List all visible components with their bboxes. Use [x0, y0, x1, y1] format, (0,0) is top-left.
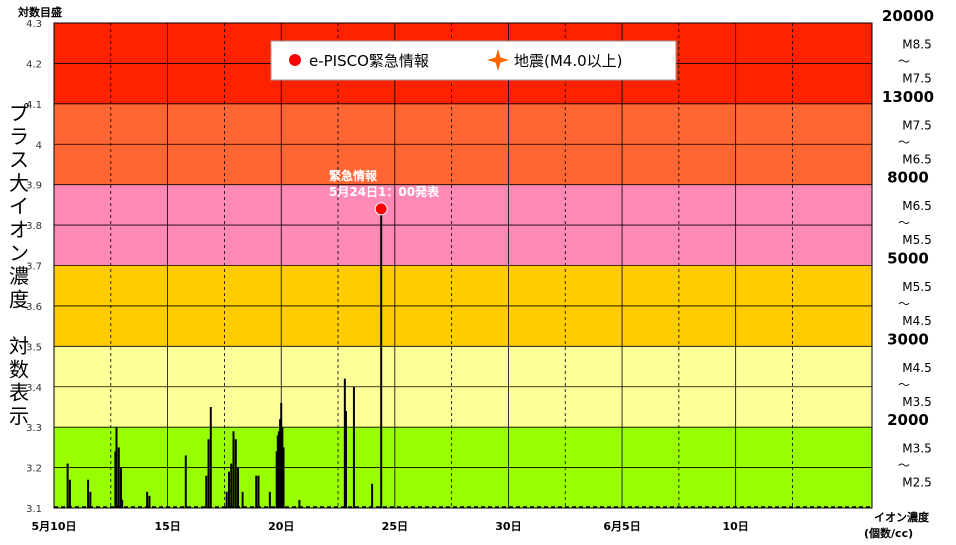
- vertical-title-char-12: 表: [9, 381, 29, 405]
- legend-star-marker: [487, 49, 509, 71]
- magnitude-mark-1: ～: [898, 135, 910, 149]
- legend-label-earthquake: 地震(M4.0以上): [514, 52, 623, 70]
- alert-dot: [374, 202, 388, 216]
- magnitude-mark-5: ～: [898, 459, 910, 473]
- x-tick-label-4: 30日: [495, 520, 521, 533]
- vertical-title-char-10: 対: [9, 334, 29, 358]
- x-tick-label-3: 25日: [382, 520, 408, 533]
- y-tick-label-11: 4.2: [26, 59, 42, 70]
- vertical-title-char-3: 大: [9, 171, 29, 195]
- y-tick-label-9: 4: [36, 140, 42, 151]
- data-series: [66, 208, 383, 508]
- concentration-label-0: 20000: [882, 7, 934, 25]
- x-axis-title-line2: (個数/cc): [864, 526, 913, 540]
- y-tick-label-10: 4.1: [26, 100, 42, 111]
- concentration-label-2: 8000: [887, 169, 929, 187]
- vertical-title-char-8: 度: [9, 287, 29, 311]
- magnitude-bottom-1: M6.5: [902, 152, 931, 166]
- magnitude-top-2: M6.5: [902, 199, 931, 213]
- y-tick-label-0: 3.1: [26, 504, 42, 515]
- y-tick-label-7: 3.8: [26, 221, 42, 232]
- vertical-title-char-2: ス: [9, 148, 29, 172]
- concentration-label-1: 13000: [882, 88, 934, 106]
- vertical-title-char-13: 示: [9, 404, 29, 428]
- vertical-title-char-7: 濃: [9, 264, 29, 288]
- right-axis-labels: 20000 13000 8000 5000 3000 2000 M8.5 ～ M7.5 M7.5 ～…: [882, 7, 934, 490]
- y-tick-label-2: 3.3: [26, 423, 42, 434]
- y-tick-label-12: 4.3: [26, 19, 42, 30]
- y-tick-label-4: 3.5: [26, 342, 42, 353]
- vertical-title-char-6: ン: [9, 241, 29, 265]
- magnitude-top-3: M5.5: [902, 280, 931, 294]
- x-tick-label-1: 15日: [154, 520, 180, 533]
- x-tick-label-5: 6月5日: [603, 520, 640, 533]
- magnitude-bottom-3: M4.5: [902, 314, 931, 328]
- y-tick-label-1: 3.2: [26, 464, 42, 475]
- magnitude-bottom-4: M3.5: [902, 395, 931, 409]
- vertical-title-char-0: プ: [9, 101, 29, 125]
- y-tick-label-8: 3.9: [26, 181, 42, 192]
- concentration-label-3: 5000: [887, 250, 929, 268]
- concentration-label-4: 3000: [887, 330, 929, 348]
- magnitude-bottom-0: M7.5: [902, 71, 931, 85]
- magnitude-top-5: M3.5: [902, 442, 931, 456]
- alert-label-line2: 5月24日1：00発表: [329, 184, 440, 199]
- y-axis-title: 対数目盛: [17, 5, 62, 19]
- magnitude-top-0: M8.5: [902, 37, 931, 51]
- x-tick-label-0: 5月10日: [32, 520, 77, 533]
- legend-box: [270, 40, 677, 81]
- magnitude-mark-0: ～: [898, 54, 910, 68]
- magnitude-top-4: M4.5: [902, 361, 931, 375]
- vertical-title-char-4: イ: [9, 194, 29, 218]
- y-tick-label-3: 3.4: [26, 383, 42, 394]
- alert-label-line1: 緊急情報: [329, 168, 378, 183]
- vertical-title-char-1: ラ: [9, 124, 29, 148]
- y-tick-label-6: 3.7: [26, 262, 42, 273]
- plot-border: [53, 22, 873, 509]
- legend-circle-marker: [289, 54, 301, 66]
- y-tick-label-5: 3.6: [26, 302, 42, 313]
- x-tick-label-2: 20日: [268, 520, 294, 533]
- legend-label-alert: e-PISCO緊急情報: [309, 52, 429, 70]
- magnitude-mark-3: ～: [898, 297, 910, 311]
- y-tick-labels: 3.1 3.2 3.3 3.4 3.5 3.6 3.7 3.8 3.9 4 4.1 4.2 4.3: [26, 19, 42, 515]
- concentration-label-5: 2000: [887, 411, 929, 429]
- vertical-title-char-5: オ: [9, 218, 29, 242]
- vertical-title-char-11: 数: [9, 357, 29, 381]
- x-axis-title-line1: イオン濃度: [874, 510, 930, 524]
- legend: e-PISCO緊急情報 地震(M4.0以上): [270, 40, 677, 81]
- magnitude-top-1: M7.5: [902, 118, 931, 132]
- magnitude-bottom-5: M2.5: [902, 476, 931, 490]
- magnitude-mark-2: ～: [898, 216, 910, 230]
- magnitude-bottom-2: M5.5: [902, 233, 931, 247]
- grid-lines: [53, 22, 873, 509]
- magnitude-mark-4: ～: [898, 378, 910, 392]
- x-tick-labels: 5月10日 15日 20日 25日 30日 6月5日 10日: [32, 520, 749, 533]
- x-tick-label-6: 10日: [723, 520, 749, 533]
